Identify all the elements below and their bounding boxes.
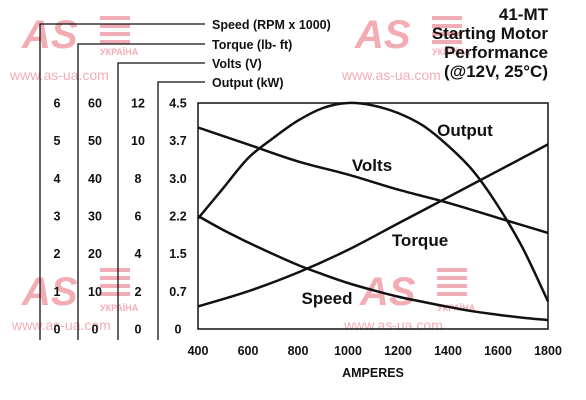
series-lines	[197, 101, 550, 322]
watermark-logo-bottom-right: AS УКРАЇНА www.as-ua.com	[343, 268, 476, 333]
y-tick-label: 3.7	[169, 134, 186, 148]
watermark-url: www.as-ua.com	[9, 67, 109, 83]
y-tick-label: 6	[135, 210, 142, 224]
watermark-logo-top-right: AS УКРАЇНА www.as-ua.com	[341, 13, 471, 83]
series-labels: Output Volts Torque Speed	[301, 121, 493, 308]
output-axis-bracket	[157, 81, 205, 340]
x-tick-label: 600	[238, 344, 259, 358]
watermark-logo-top-left: AS УКРАЇНА www.as-ua.com	[9, 13, 139, 83]
watermark-logo-text: AS	[21, 270, 78, 314]
y-tick-label: 4	[135, 247, 142, 261]
watermark-sub-text: УКРАЇНА	[432, 47, 471, 57]
title-line-4: (@12V, 25°C)	[444, 62, 548, 81]
x-tick-label: 1200	[384, 344, 412, 358]
watermark-url: www.as-ua.com	[343, 317, 443, 333]
series-label-speed: Speed	[301, 289, 352, 308]
watermark-logo-text: AS	[359, 270, 416, 314]
watermark-url: www.as-ua.com	[11, 317, 111, 333]
watermark-logo-text: AS	[354, 13, 411, 57]
y-tick-label: 4.5	[169, 97, 186, 111]
y-tick-label: 3.0	[169, 172, 186, 186]
series-label-torque: Torque	[392, 231, 448, 250]
legend-output: Output (kW)	[212, 76, 284, 90]
axis-key	[39, 23, 205, 340]
x-tick-label: 800	[288, 344, 309, 358]
x-tick-label: 1400	[434, 344, 462, 358]
volts-axis-bracket	[117, 62, 205, 340]
y-tick-label: 60	[88, 97, 102, 111]
x-axis-label: AMPERES	[342, 366, 404, 380]
title-line-1: 41-MT	[499, 5, 549, 24]
y-tick-label: 10	[88, 285, 102, 299]
series-label-volts: Volts	[352, 156, 392, 175]
x-axis-ticks: 400 600 800 1000 1200 1400 1600 1800	[188, 344, 562, 358]
watermark-url: www.as-ua.com	[341, 67, 441, 83]
y-tick-label: 0	[175, 323, 182, 337]
y-tick-label: 1.5	[169, 247, 186, 261]
series-line-torque	[197, 143, 549, 308]
watermark-sub-text: УКРАЇНА	[100, 47, 139, 57]
y-tick-label: 5	[54, 134, 61, 148]
legend-torque: Torque (lb- ft)	[212, 38, 292, 52]
y-tick-label: 6	[54, 97, 61, 111]
y-tick-label: 2	[54, 247, 61, 261]
y-tick-label: 0.7	[169, 285, 186, 299]
y-tick-label: 40	[88, 172, 102, 186]
title-line-3: Performance	[444, 43, 548, 62]
series-label-output: Output	[437, 121, 493, 140]
chart-title: 41-MT Starting Motor Performance (@12V, …	[432, 5, 549, 81]
y-tick-label: 10	[131, 134, 145, 148]
y-tick-label: 8	[135, 172, 142, 186]
x-tick-label: 1800	[534, 344, 562, 358]
legend-volts: Volts (V)	[212, 57, 262, 71]
series-line-speed	[197, 214, 549, 322]
y-tick-label: 3	[54, 210, 61, 224]
y-tick-label: 0	[92, 323, 99, 337]
watermark-logo-bottom-left: AS УКРАЇНА www.as-ua.com	[11, 268, 139, 333]
watermark-logo-text: AS	[21, 13, 78, 57]
watermark-sub-text: УКРАЇНА	[100, 303, 139, 313]
y-tick-label: 0	[135, 323, 142, 337]
legend-speed: Speed (RPM x 1000)	[212, 18, 331, 32]
y-tick-label: 20	[88, 247, 102, 261]
y-tick-label: 2	[135, 285, 142, 299]
y-tick-label: 2.2	[169, 210, 186, 224]
x-tick-label: 400	[188, 344, 209, 358]
x-tick-label: 1000	[334, 344, 362, 358]
y-tick-label: 0	[54, 323, 61, 337]
y-tick-label: 4	[54, 172, 61, 186]
y-tick-label: 50	[88, 134, 102, 148]
x-tick-label: 1600	[484, 344, 512, 358]
series-line-output	[197, 101, 550, 302]
y-tick-label: 30	[88, 210, 102, 224]
torque-axis-bracket	[77, 43, 205, 340]
y-tick-label: 1	[54, 285, 61, 299]
speed-axis-bracket	[39, 23, 205, 340]
series-line-volts	[197, 126, 549, 235]
y-tick-label: 12	[131, 97, 145, 111]
y-axis-ticks: 0123456010203040506002468101200.71.52.23…	[54, 97, 187, 337]
title-line-2: Starting Motor	[432, 24, 549, 43]
